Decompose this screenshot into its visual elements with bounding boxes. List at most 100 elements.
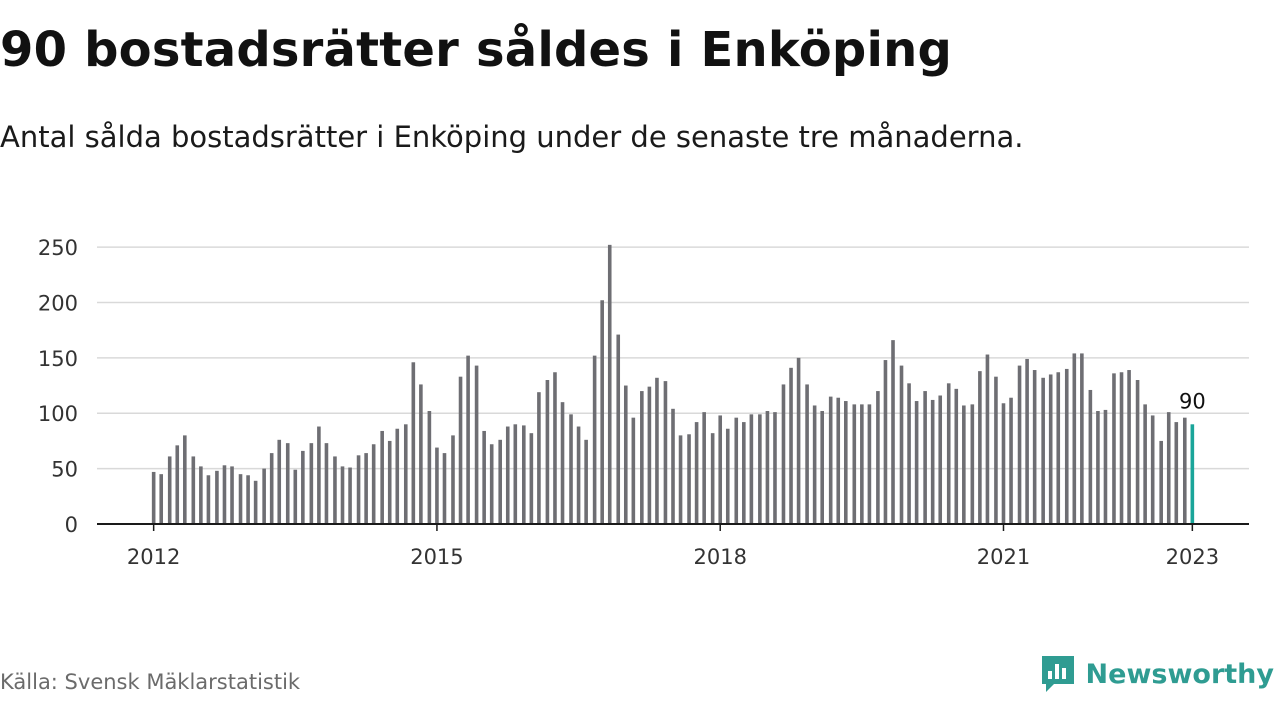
bar-highlight [1190,424,1195,524]
y-tick-label: 100 [38,402,78,426]
latest-value-label: 90 [1179,389,1206,413]
bar [285,443,290,524]
brand-logo: Newsworthy [1040,654,1274,694]
bar [1150,415,1155,524]
bar [513,424,518,524]
bar [765,411,770,524]
bar [269,453,274,524]
bar [954,388,959,524]
bar [293,469,298,524]
bar [907,383,911,524]
bar [222,465,227,524]
y-tick-label: 250 [38,236,78,260]
bar [1072,353,1077,524]
bar [522,425,526,524]
bar [340,466,345,524]
bar [978,371,982,524]
x-tick-label: 2015 [410,545,463,569]
bar [899,365,904,524]
bar [1056,372,1061,524]
y-tick-label: 150 [38,347,78,371]
bar [403,424,408,524]
bar [694,422,699,524]
chart-title: 90 bostadsrätter såldes i Enköping [0,22,953,78]
bar [1143,404,1147,524]
bar [1119,372,1124,524]
bar [710,433,715,524]
bar [371,444,376,524]
bar [1048,374,1053,524]
x-tick-label: 2012 [127,545,180,569]
bar [183,435,187,524]
bar [836,397,841,524]
bar [324,443,329,524]
bar [419,384,423,524]
bar [1080,353,1084,524]
y-tick-label: 50 [51,458,78,482]
bar [930,399,935,524]
bar [529,433,534,524]
bar [301,450,305,524]
bar [411,362,416,524]
bar [427,411,432,524]
bar [253,480,258,524]
bar [191,456,196,524]
bar [451,435,455,524]
bar [1088,389,1093,524]
bar [356,455,361,524]
bar [655,377,659,524]
bar [1032,370,1037,524]
bar [891,340,895,524]
bar [151,471,156,524]
bar [812,405,817,524]
x-tick-label: 2023 [1166,545,1219,569]
bar [1001,403,1006,524]
bar [1041,377,1045,524]
bars [151,244,1195,524]
bar [317,426,321,524]
bar [246,475,250,524]
bar [923,391,927,524]
bar [623,385,628,524]
bar [734,417,739,524]
bar [1182,417,1187,524]
bar [749,414,754,524]
bar [569,414,573,524]
bar [946,383,951,524]
bar [262,468,266,524]
newsworthy-logo-icon [1041,656,1074,692]
tick-labels: 0 50 100 150 200 250 2012 2015 2018 2021 2023 90 [38,236,1219,569]
bar [631,417,636,524]
bar [435,447,439,524]
bar [215,470,219,524]
bar [1103,409,1108,524]
bar [796,357,801,524]
bar [1135,380,1140,524]
bar [395,428,400,524]
bar [199,466,203,524]
bar [1064,368,1069,524]
bar [1174,422,1179,524]
bar [592,355,597,524]
bar [876,391,880,524]
bar [607,244,612,524]
bar [553,372,557,524]
bar [994,376,998,524]
bar [820,411,824,524]
bar [789,367,793,524]
bar [498,439,502,524]
bar [914,401,919,524]
bar [474,365,479,524]
bar [640,391,644,524]
bar [852,404,857,524]
bar [678,435,683,524]
bar [466,355,470,524]
bar [773,412,777,524]
bar [238,474,243,524]
bar [828,396,833,524]
bar [309,443,314,524]
bar [883,360,888,524]
bar [333,456,337,524]
bar [1166,412,1171,524]
